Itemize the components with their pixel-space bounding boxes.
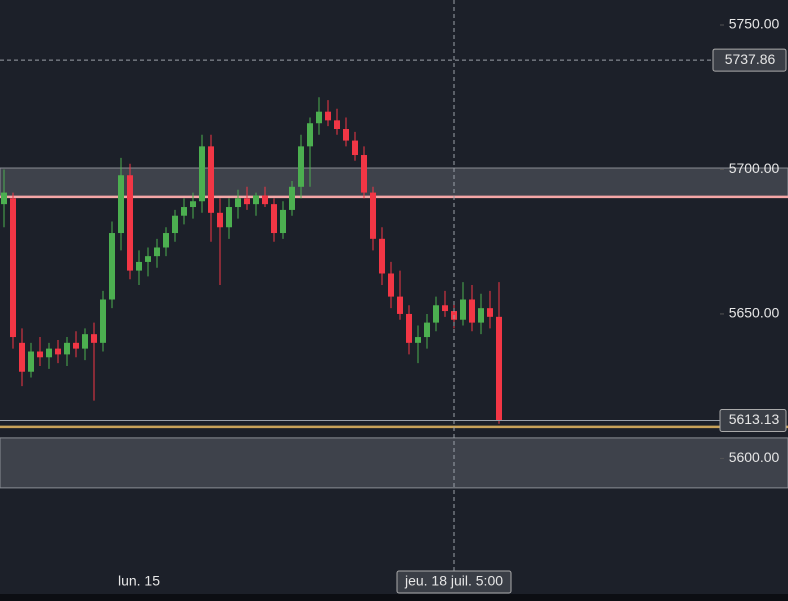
candle-body bbox=[163, 233, 169, 248]
candle-body bbox=[136, 261, 142, 271]
crosshair-y-label: 5737.86 bbox=[725, 51, 776, 67]
candle-body bbox=[226, 207, 232, 228]
candle-body bbox=[109, 233, 115, 300]
candle-body bbox=[433, 305, 439, 323]
candle-body bbox=[37, 351, 43, 358]
candle-body bbox=[361, 155, 367, 193]
candle-body bbox=[208, 146, 214, 213]
x-tick-label: lun. 15 bbox=[118, 573, 160, 589]
last-price-badge bbox=[719, 408, 787, 432]
candle-body bbox=[244, 198, 250, 205]
candle-body bbox=[91, 334, 97, 343]
crosshair-x-badge bbox=[396, 570, 512, 594]
candle-body bbox=[154, 247, 160, 257]
candle-body bbox=[100, 299, 106, 343]
y-tick-label: 5750.00 bbox=[729, 16, 780, 32]
candle-body bbox=[235, 198, 241, 208]
last-price-label: 5613.13 bbox=[729, 411, 780, 427]
candle-body bbox=[442, 305, 448, 312]
candle-body bbox=[307, 123, 313, 147]
candle-body bbox=[253, 195, 259, 205]
candle-body bbox=[181, 207, 187, 216]
candle-body bbox=[298, 146, 304, 187]
crosshair-y-badge bbox=[712, 48, 787, 72]
candle-body bbox=[478, 308, 484, 323]
candle-body bbox=[487, 308, 493, 317]
candle-body bbox=[460, 299, 466, 320]
candle-body bbox=[262, 195, 268, 205]
candle-body bbox=[127, 175, 133, 271]
candle-body bbox=[271, 204, 277, 234]
candle-body bbox=[118, 175, 124, 234]
candle-body bbox=[397, 296, 403, 314]
y-tick-label: 5700.00 bbox=[729, 160, 780, 176]
candle-body bbox=[19, 342, 25, 372]
x-tick-label: jeu. 18 juil. 5:00 bbox=[404, 573, 503, 589]
candle-body bbox=[46, 348, 52, 358]
candle-body bbox=[289, 186, 295, 210]
candle-body bbox=[73, 342, 79, 349]
candle-body bbox=[145, 256, 151, 262]
candle-body bbox=[28, 351, 34, 372]
candle-body bbox=[82, 334, 88, 349]
candle-body bbox=[280, 209, 286, 234]
candle-body bbox=[469, 299, 475, 323]
candle-body bbox=[217, 212, 223, 228]
candle-body bbox=[172, 215, 178, 234]
candle-body bbox=[343, 129, 349, 141]
candle-body bbox=[316, 111, 322, 124]
candle-body bbox=[55, 348, 61, 355]
candle-body bbox=[10, 198, 16, 338]
candle-body bbox=[388, 273, 394, 297]
candle-body bbox=[370, 192, 376, 239]
candle-body bbox=[415, 337, 421, 343]
candle-body bbox=[1, 192, 7, 205]
y-tick-label: 5650.00 bbox=[729, 305, 780, 321]
bottom-strip bbox=[0, 594, 788, 601]
y-tick-label: 5600.00 bbox=[729, 449, 780, 465]
candle-body bbox=[199, 146, 205, 202]
candle-body bbox=[379, 238, 385, 274]
candle-body bbox=[325, 111, 331, 121]
candle-body bbox=[424, 322, 430, 338]
candle-body bbox=[334, 120, 340, 130]
candle-body bbox=[406, 313, 412, 343]
candle-body bbox=[190, 201, 196, 208]
candle-body bbox=[64, 342, 70, 355]
candle-body bbox=[352, 140, 358, 156]
zone bbox=[0, 437, 788, 489]
candle-body bbox=[496, 316, 502, 421]
